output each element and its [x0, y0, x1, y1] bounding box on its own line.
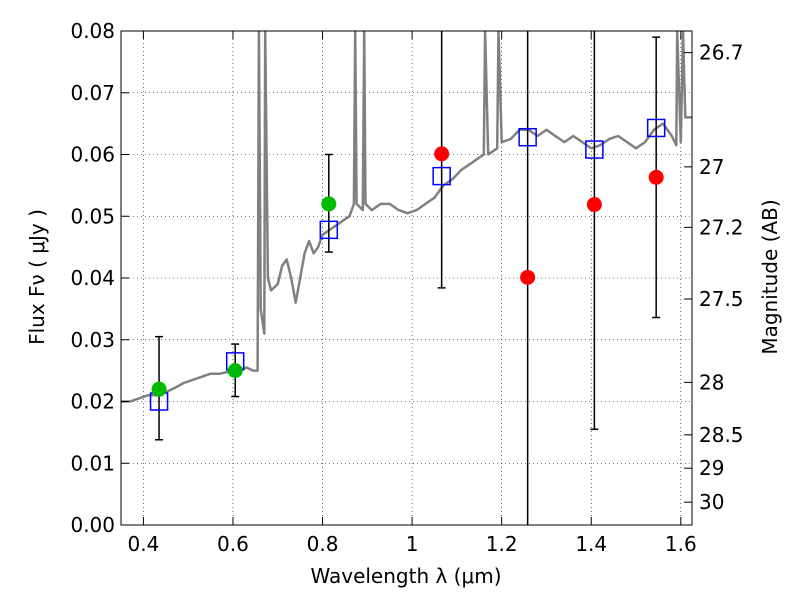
- x-tick-label: 1.6: [665, 532, 697, 556]
- plot-area: [121, 31, 692, 525]
- x-axis-title: Wavelength λ (μm): [310, 564, 501, 588]
- upper-limit-point: [586, 197, 602, 213]
- y-tick-label: 0.00: [70, 513, 115, 537]
- x-tick-label: 0.6: [217, 532, 249, 556]
- y-axis-title-text: Flux Fν ( μJy ): [25, 209, 49, 345]
- spectrum-line: [121, 31, 692, 403]
- model-square-marker: [319, 220, 339, 240]
- y-tick-label: 0.08: [70, 19, 115, 43]
- right-tick-label: 28: [699, 370, 724, 394]
- right-tick-label: 27: [699, 155, 724, 179]
- model-square-marker: [518, 127, 537, 147]
- y-tick-label: 0.07: [70, 81, 115, 105]
- x-tick-label: 1.4: [575, 532, 607, 556]
- right-tick-label: 29: [699, 456, 724, 480]
- upper-limit-point: [520, 269, 536, 285]
- right-tick-label: 27.2: [699, 215, 744, 239]
- x-axis-title-text: Wavelength λ (μm): [310, 564, 501, 588]
- right-axis-title: Magnitude (AB): [758, 199, 782, 354]
- right-tick-label: 28.5: [699, 423, 744, 447]
- y-tick-label: 0.03: [70, 328, 115, 352]
- y-tick-label: 0.02: [70, 390, 115, 414]
- y-tick-label: 0.06: [70, 143, 115, 167]
- detection-point: [227, 363, 243, 379]
- x-tick-label: 1: [406, 532, 419, 556]
- right-tick-label: 30: [699, 490, 724, 514]
- detection-point: [151, 381, 167, 397]
- data-layer: [121, 31, 692, 525]
- y-axis-title: Flux Fν ( μJy ): [25, 209, 49, 345]
- axis-ticks: 0.4 0.6 0.8 1 1.2 1.4 1.6 0.00 0.01 0.02 0.03 0.04 0…: [70, 19, 743, 556]
- model-square-marker: [432, 166, 451, 186]
- y-tick-label: 0.04: [70, 266, 115, 290]
- y-tick-label: 0.01: [70, 451, 115, 475]
- x-tick-label: 0.4: [127, 532, 159, 556]
- x-tick-label: 0.8: [307, 532, 339, 556]
- model-square-marker: [646, 118, 666, 138]
- right-tick-label: 26.7: [699, 41, 744, 65]
- x-tick-label: 1.2: [486, 532, 518, 556]
- upper-limit-point: [648, 169, 664, 185]
- right-tick-label: 27.5: [699, 287, 744, 311]
- right-axis-title-text: Magnitude (AB): [758, 199, 782, 354]
- y-tick-label: 0.05: [70, 204, 115, 228]
- detection-point: [321, 196, 337, 212]
- upper-limit-point: [434, 146, 450, 162]
- model-square-marker: [585, 140, 604, 159]
